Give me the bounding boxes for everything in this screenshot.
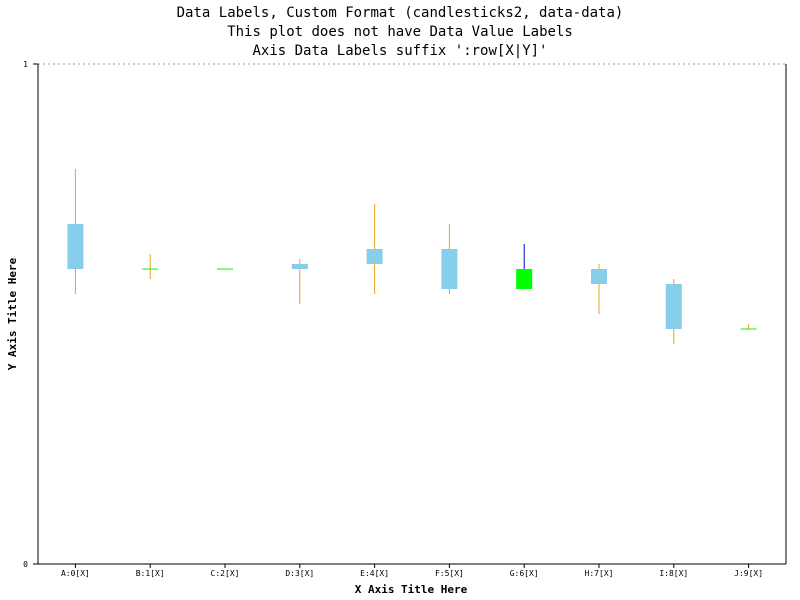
chart-title-line-3: Axis Data Labels suffix ':row[X|Y]': [252, 43, 548, 59]
x-tick-label-3: D:3[X]: [285, 569, 314, 578]
y-tick-label-bottom: 0: [23, 560, 28, 569]
candle-body-8: [665, 284, 682, 329]
candle-body-4: [366, 249, 383, 264]
x-tick-label-0: A:0[X]: [61, 569, 90, 578]
y-tick-label-top: 1: [23, 60, 28, 69]
x-tick-label-7: H:7[X]: [585, 569, 614, 578]
x-tick-label-2: C:2[X]: [211, 569, 240, 578]
candle-body-7: [591, 269, 607, 284]
candle-body-5: [441, 249, 458, 289]
chart-title-line-1: Data Labels, Custom Format (candlesticks…: [176, 5, 624, 21]
x-tick-label-8: I:8[X]: [659, 569, 688, 578]
x-tick-label-6: G:6[X]: [510, 569, 539, 578]
candle-body-3: [291, 264, 308, 269]
candle-body-0: [67, 224, 84, 269]
x-tick-label-9: J:9[X]: [734, 569, 763, 578]
x-tick-label-5: F:5[X]: [435, 569, 464, 578]
chart-title-line-2: This plot does not have Data Value Label…: [227, 24, 573, 40]
candle-series: [67, 169, 757, 344]
candle-body-6: [516, 269, 533, 289]
x-tick-label-4: E:4[X]: [360, 569, 389, 578]
y-axis-title: Y Axis Title Here: [6, 257, 19, 370]
x-axis-title: X Axis Title Here: [355, 583, 468, 596]
x-tick-labels: A:0[X] B:1[X] C:2[X] D:3[X] E:4[X] F:5[X] G:6[…: [61, 564, 763, 578]
x-tick-label-1: B:1[X]: [136, 569, 165, 578]
